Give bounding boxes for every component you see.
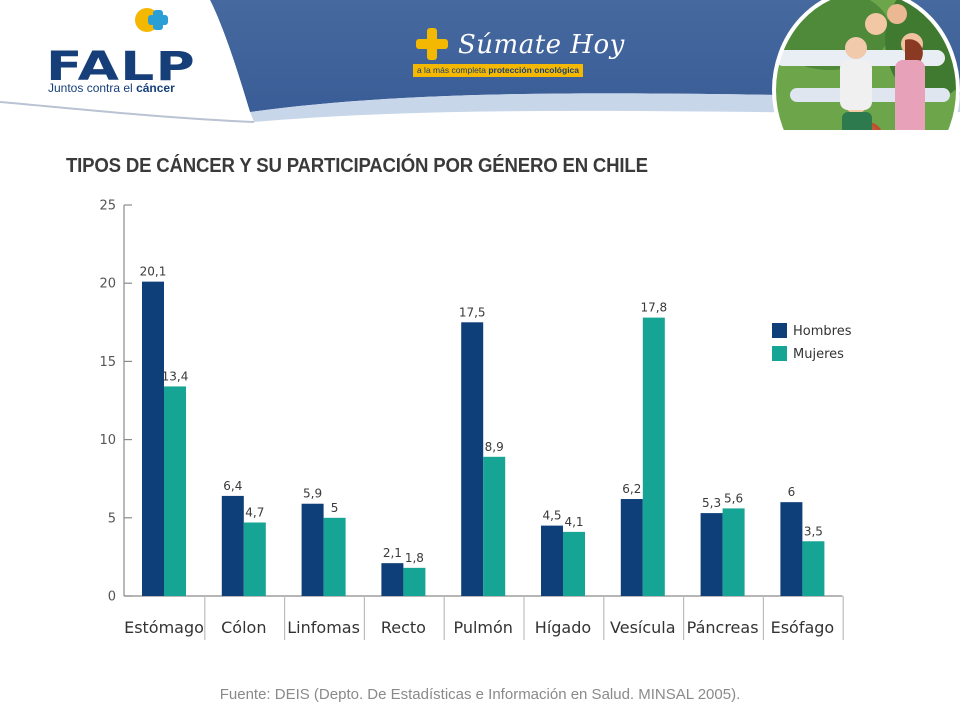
bar-hombres-7	[700, 513, 723, 596]
family-photo	[772, 0, 960, 130]
header-banner: FALP	[0, 0, 960, 130]
x-category-label: Linfomas	[287, 618, 360, 637]
campaign-title: Súmate Hoy	[458, 30, 625, 60]
campaign-tagline-prefix: a la más completa	[416, 65, 486, 75]
bar-mujeres-5	[563, 531, 585, 596]
bar-hombres-4	[461, 322, 484, 596]
y-tick-label: 10	[99, 433, 116, 448]
bar-value-label: 17,8	[640, 301, 667, 315]
bar-hombres-2	[301, 503, 324, 596]
y-tick-label: 20	[99, 277, 116, 292]
chart-title: TIPOS DE CÁNCER Y SU PARTICIPACIÓN POR G…	[66, 155, 648, 177]
bar-hombres-3	[381, 563, 404, 596]
logo-cross-icon	[135, 8, 168, 32]
y-tick-label: 5	[108, 511, 116, 526]
legend-swatch-0	[772, 323, 787, 338]
brand-tagline-bold: cáncer	[136, 81, 175, 95]
banner-grey-edge	[0, 101, 255, 123]
x-category-label: Esófago	[771, 618, 835, 637]
bar-value-label: 5	[331, 501, 339, 515]
falp-logo: FALP	[46, 8, 196, 90]
bar-value-label: 8,9	[485, 440, 504, 454]
bar-mujeres-6	[642, 317, 665, 596]
x-category-label: Vesícula	[610, 618, 676, 637]
y-tick-label: 25	[99, 199, 116, 214]
bar-value-label: 17,5	[459, 305, 486, 319]
banner-white-panel	[0, 0, 254, 122]
legend-swatch-1	[772, 346, 787, 361]
source-note: Fuente: DEIS (Depto. De Estadísticas e I…	[219, 686, 741, 703]
bar-mujeres-4	[483, 456, 506, 596]
bar-hombres-5	[541, 525, 563, 596]
bar-mujeres-7	[722, 508, 745, 596]
bar-value-label: 6,4	[223, 479, 242, 493]
bar-value-label: 5,6	[724, 491, 743, 505]
x-category-label: Cólon	[221, 618, 266, 637]
bar-mujeres-8	[802, 541, 825, 596]
bar-value-label: 5,9	[303, 487, 322, 501]
x-category-label: Pulmón	[453, 618, 512, 637]
brand-tagline: Juntos contra el cáncer	[48, 81, 175, 95]
legend-label: Mujeres	[793, 347, 844, 362]
x-category-label: Hígado	[535, 618, 591, 637]
brand-tagline-prefix: Juntos contra el	[48, 81, 133, 95]
x-category-label: Estómago	[124, 618, 204, 637]
bar-value-label: 4,7	[245, 505, 264, 519]
legend-label: Hombres	[793, 324, 852, 339]
bar-value-label: 13,4	[162, 369, 189, 383]
y-tick-label: 15	[99, 355, 116, 370]
bar-value-label: 1,8	[405, 551, 424, 565]
campaign-tagline-bold: protección oncológica	[488, 65, 580, 75]
sumate-cross-icon	[416, 28, 448, 60]
bar-mujeres-3	[403, 567, 426, 596]
bar-value-label: 2,1	[383, 546, 402, 560]
bar-hombres-6	[620, 499, 643, 596]
bar-value-label: 6,2	[622, 482, 641, 496]
bar-value-label: 20,1	[140, 265, 167, 279]
x-category-label: Páncreas	[687, 618, 759, 637]
bar-hombres-1	[221, 495, 244, 596]
bar-value-label: 4,5	[542, 509, 561, 523]
bar-value-label: 3,5	[804, 524, 823, 538]
bar-value-label: 5,3	[702, 496, 721, 510]
bar-hombres-0	[142, 281, 164, 596]
bar-hombres-8	[780, 502, 803, 596]
x-category-label: Recto	[381, 618, 426, 637]
falp-logo-text: FALP	[46, 44, 196, 90]
bar-value-label: 4,1	[564, 515, 583, 529]
bar-mujeres-2	[323, 517, 346, 596]
bar-mujeres-0	[164, 386, 186, 596]
campaign-tagline: a la más completa protección oncológica	[413, 64, 583, 77]
y-tick-label: 0	[108, 590, 116, 605]
bar-mujeres-1	[243, 522, 266, 596]
bar-chart: 0 5 10 15 20 25 20,1 13,4 Estómago 6,44,7 Cólon 5,9…	[99, 199, 852, 640]
bar-value-label: 6	[788, 485, 796, 499]
